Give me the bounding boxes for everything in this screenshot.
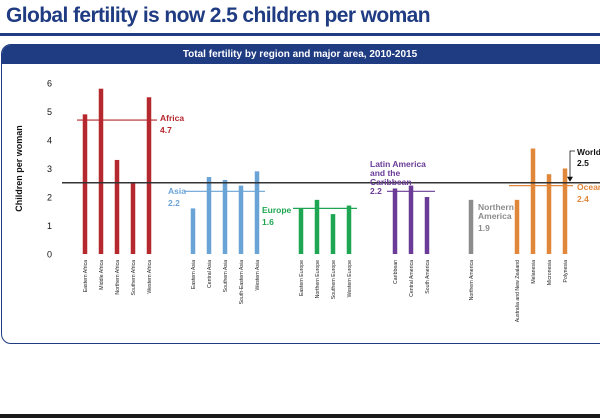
bar-micronesia bbox=[546, 174, 552, 254]
group-label-line: and the bbox=[370, 168, 400, 178]
bar-western-europe bbox=[346, 205, 352, 254]
bar-eastern-asia bbox=[190, 208, 196, 254]
bar-northern-europe bbox=[314, 199, 320, 254]
x-tick-label: Western Europe bbox=[347, 260, 353, 298]
x-tick-label: Eastern Africa bbox=[83, 260, 89, 292]
group-label-line: Africa bbox=[160, 113, 184, 123]
group-average-value: 1.9 bbox=[478, 223, 490, 233]
x-tick-label: Caribbean bbox=[393, 260, 399, 284]
x-tick-label: Southern Asia bbox=[223, 260, 229, 292]
bar-australia-and-new-zealand bbox=[514, 199, 520, 254]
bar-central-america bbox=[408, 185, 414, 254]
bar-south-america bbox=[424, 197, 430, 254]
x-tick-label: Micronesia bbox=[547, 260, 553, 285]
y-tick-label: 3 bbox=[47, 164, 52, 174]
bar-northern-america bbox=[468, 199, 474, 254]
bottom-rule bbox=[0, 414, 600, 418]
group-label-line: Oceania bbox=[577, 182, 600, 192]
bar-western-asia bbox=[254, 171, 260, 254]
world-arrow-head bbox=[567, 176, 573, 182]
x-tick-label: Australia and New Zealand bbox=[515, 260, 521, 322]
x-tick-label: Polynesia bbox=[563, 260, 569, 283]
world-label: World bbox=[577, 147, 600, 157]
page-headline: Global fertility is now 2.5 children per… bbox=[6, 4, 431, 27]
y-tick-label: 0 bbox=[47, 250, 52, 260]
group-label-line: Caribbean bbox=[370, 177, 412, 187]
bar-middle-africa bbox=[98, 88, 104, 254]
x-tick-label: South-Eastern Asia bbox=[239, 260, 245, 305]
group-average-value: 2.2 bbox=[370, 186, 382, 196]
x-tick-label: Western Africa bbox=[147, 260, 153, 294]
group-label-line: Northern bbox=[478, 202, 514, 212]
bar-southern-europe bbox=[330, 214, 336, 254]
x-tick-label: Eastern Asia bbox=[191, 260, 197, 289]
y-tick-label: 1 bbox=[47, 221, 52, 231]
x-tick-label: Western Asia bbox=[255, 260, 261, 291]
world-value: 2.5 bbox=[577, 158, 589, 168]
bar-central-asia bbox=[206, 177, 212, 254]
x-tick-label: South America bbox=[425, 260, 431, 294]
bar-southern-africa bbox=[130, 182, 136, 254]
x-tick-label: Melanesia bbox=[531, 260, 537, 284]
bar-eastern-africa bbox=[82, 114, 88, 254]
group-label-line: America bbox=[478, 211, 512, 221]
x-tick-label: Middle Africa bbox=[99, 260, 105, 290]
group-label-line: Europe bbox=[262, 205, 292, 215]
bar-western-africa bbox=[146, 97, 152, 254]
x-tick-label: Eastern Europe bbox=[299, 260, 305, 296]
x-tick-label: Northern Europe bbox=[315, 260, 321, 298]
y-tick-label: 6 bbox=[47, 79, 52, 89]
y-axis-label: Children per woman bbox=[14, 125, 24, 212]
x-tick-label: Northern America bbox=[469, 260, 475, 300]
world-leader-line bbox=[569, 150, 575, 181]
x-tick-label: Northern Africa bbox=[115, 260, 121, 295]
x-tick-label: Central Asia bbox=[207, 260, 213, 288]
group-label-line: Asia bbox=[168, 186, 186, 196]
x-tick-label: Southern Europe bbox=[331, 260, 337, 299]
y-tick-label: 5 bbox=[47, 107, 52, 117]
group-average-value: 4.7 bbox=[160, 125, 172, 135]
bar-eastern-europe bbox=[298, 208, 304, 254]
group-average-value: 2.2 bbox=[168, 198, 180, 208]
bar-caribbean bbox=[392, 188, 398, 254]
group-label-line: Latin America bbox=[370, 159, 426, 169]
y-tick-label: 4 bbox=[47, 136, 52, 146]
bar-melanesia bbox=[530, 148, 536, 254]
bar-polynesia bbox=[562, 168, 568, 254]
bar-south-eastern-asia bbox=[238, 185, 244, 254]
group-average-value: 1.6 bbox=[262, 217, 274, 227]
bar-southern-asia bbox=[222, 179, 228, 254]
chart-title: Total fertility by region and major area… bbox=[2, 45, 600, 64]
y-tick-label: 2 bbox=[47, 193, 52, 203]
headline-underline bbox=[0, 33, 600, 36]
bar-northern-africa bbox=[114, 159, 120, 254]
x-tick-label: Southern Africa bbox=[131, 260, 137, 296]
group-average-value: 2.4 bbox=[577, 194, 589, 204]
x-tick-label: Central America bbox=[409, 260, 415, 297]
